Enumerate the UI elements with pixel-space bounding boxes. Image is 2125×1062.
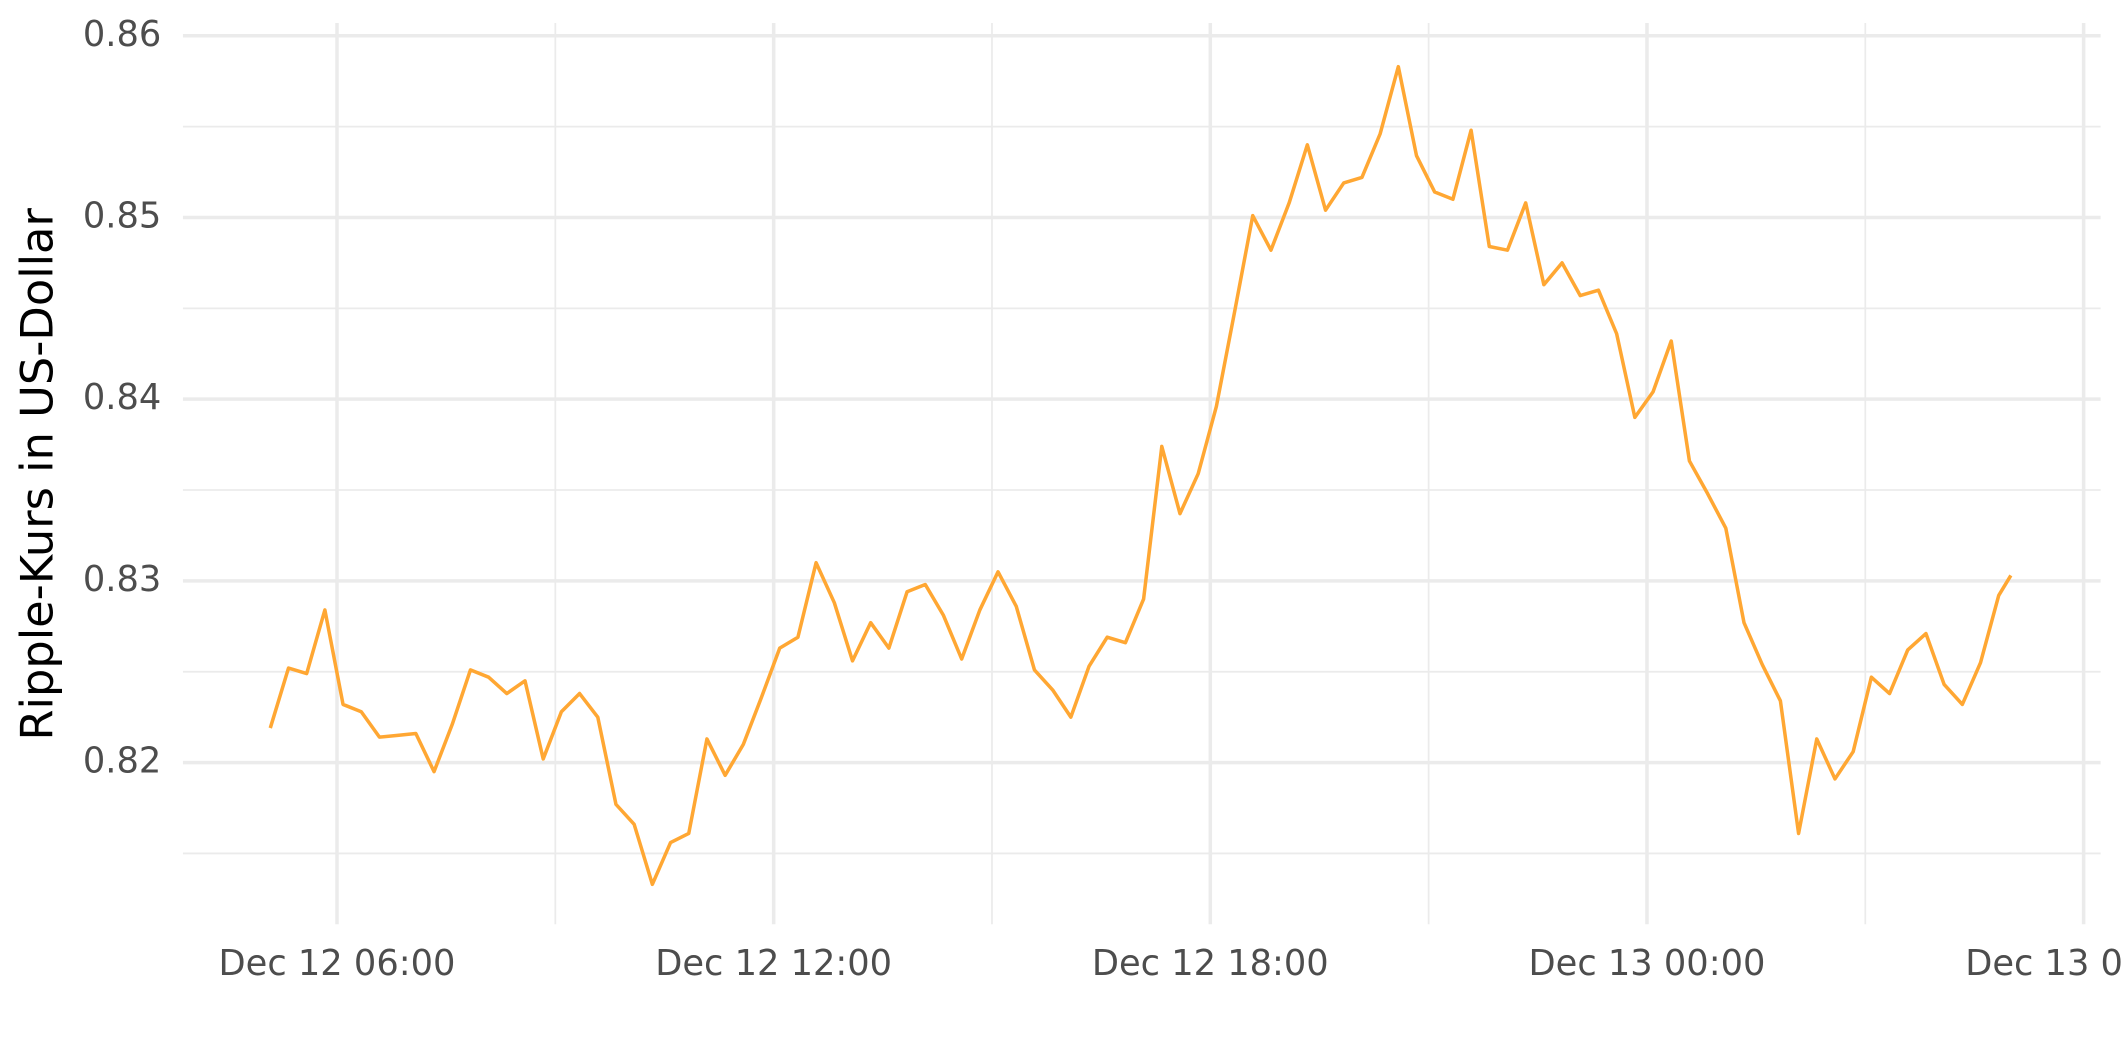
y-tick-label: 0.82 — [83, 741, 161, 782]
x-tick-label: Dec 13 00:00 — [1529, 943, 1766, 984]
x-tick-label: Dec 12 12:00 — [655, 943, 892, 984]
y-axis-title: Ripple-Kurs in US-Dollar — [11, 208, 64, 741]
y-tick-label: 0.84 — [83, 377, 161, 418]
y-tick-label: 0.86 — [83, 14, 161, 55]
y-tick-label: 0.85 — [83, 195, 161, 236]
x-tick-label: Dec 12 18:00 — [1092, 943, 1329, 984]
x-tick-label: Dec 13 06:00 — [1965, 943, 2125, 984]
price-line — [268, 64, 2013, 887]
x-tick-label: Dec 12 06:00 — [219, 943, 456, 984]
y-tick-label: 0.83 — [83, 559, 161, 600]
